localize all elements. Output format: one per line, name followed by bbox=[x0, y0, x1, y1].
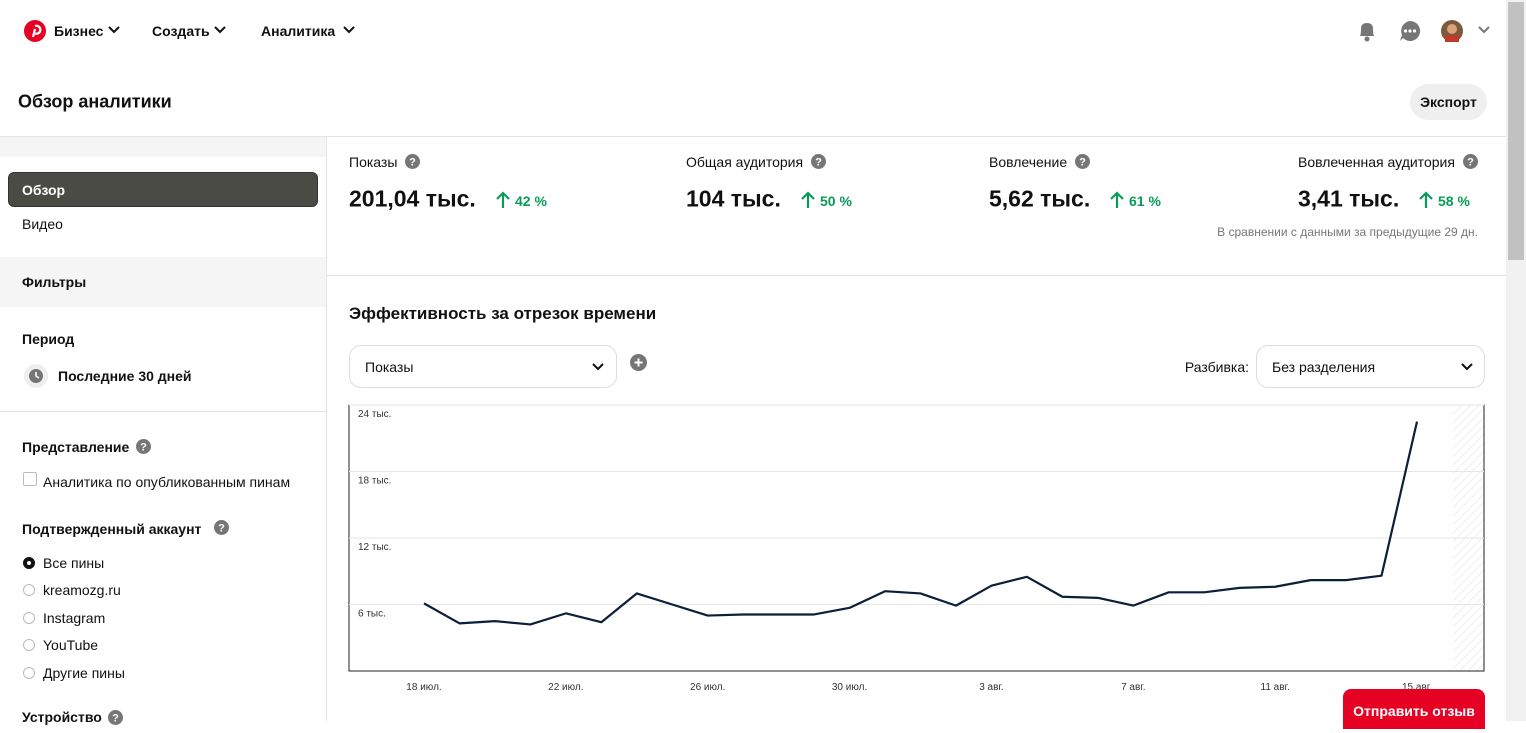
radio-label[interactable]: Все пины bbox=[43, 555, 105, 571]
nav-item[interactable]: Аналитика bbox=[261, 23, 336, 39]
divider bbox=[0, 411, 326, 412]
radio[interactable] bbox=[23, 667, 35, 679]
period-value[interactable]: Последние 30 дней bbox=[58, 368, 192, 384]
divider bbox=[0, 136, 1506, 137]
svg-text:?: ? bbox=[815, 157, 822, 169]
chevron bbox=[592, 363, 604, 371]
up-arrow bbox=[1110, 191, 1124, 208]
metric-label: Общая аудитория bbox=[686, 154, 804, 170]
chevron bbox=[214, 26, 226, 34]
chevron bbox=[343, 26, 355, 34]
clock-icon bbox=[24, 364, 48, 388]
metric-value: 104 тыс. bbox=[686, 185, 781, 212]
metric-change: 50 % bbox=[820, 193, 852, 209]
x-tick-label: 18 июл. bbox=[406, 682, 441, 693]
comparison-note: В сравнении с данными за предыдущие 29 д… bbox=[1217, 225, 1478, 239]
radio-label[interactable]: kreamozg.ru bbox=[43, 582, 121, 598]
checkbox-label[interactable]: Аналитика по опубликованным пинам bbox=[43, 474, 291, 490]
x-tick-label: 22 июл. bbox=[548, 682, 583, 693]
chevron bbox=[1461, 363, 1473, 371]
y-tick-label: 6 тыс. bbox=[358, 609, 386, 620]
x-tick-label: 3 авг. bbox=[979, 682, 1003, 693]
help-icon[interactable]: ? bbox=[214, 520, 229, 535]
y-tick-label: 12 тыс. bbox=[358, 542, 391, 553]
sidebar-border bbox=[326, 137, 327, 721]
checkbox[interactable] bbox=[23, 472, 37, 486]
radio[interactable] bbox=[23, 557, 35, 569]
period-heading: Период bbox=[22, 331, 75, 347]
x-tick-label: 15 авг. bbox=[1402, 682, 1432, 693]
radio-label[interactable]: YouTube bbox=[43, 637, 99, 653]
page-title: Обзор аналитики bbox=[18, 91, 172, 112]
x-tick-label: 30 июл. bbox=[832, 682, 867, 693]
breakdown-select[interactable]: Без разделения bbox=[1256, 345, 1485, 388]
feedback-button[interactable]: Отправить отзыв bbox=[1343, 689, 1485, 729]
metric-select[interactable]: Показы bbox=[349, 345, 617, 388]
scrollbar-thumb[interactable] bbox=[1508, 2, 1524, 260]
chart: 6 тыс. 12 тыс. 18 тыс. 24 тыс. 18 июл. 22 июл… bbox=[348, 404, 1485, 693]
help-icon[interactable]: ? bbox=[1463, 154, 1478, 169]
radio[interactable] bbox=[23, 639, 35, 651]
up-arrow bbox=[496, 191, 510, 208]
section-title: Эффективность за отрезок времени bbox=[349, 304, 657, 323]
svg-text:?: ? bbox=[140, 442, 147, 454]
select-value: Показы bbox=[365, 359, 414, 375]
metric-label: Показы bbox=[349, 154, 398, 170]
svg-text:?: ? bbox=[1079, 157, 1086, 169]
tab-active[interactable]: Обзор bbox=[8, 172, 318, 207]
metric-value: 201,04 тыс. bbox=[349, 185, 476, 212]
radio[interactable] bbox=[23, 584, 35, 596]
tab[interactable]: Видео bbox=[22, 216, 63, 232]
metric-change: 61 % bbox=[1129, 193, 1161, 209]
metric-value: 5,62 тыс. bbox=[989, 185, 1091, 212]
scrollbar[interactable] bbox=[1506, 0, 1526, 721]
up-arrow bbox=[1419, 191, 1433, 208]
nav-brand[interactable]: Бизнес bbox=[54, 23, 104, 39]
radio[interactable] bbox=[23, 612, 35, 624]
y-tick-label: 18 тыс. bbox=[358, 476, 391, 487]
pinterest-logo[interactable] bbox=[24, 20, 46, 42]
export-button[interactable]: Экспорт bbox=[1410, 84, 1487, 120]
svg-text:?: ? bbox=[218, 523, 225, 535]
metric-change: 58 % bbox=[1438, 193, 1470, 209]
help-icon[interactable]: ? bbox=[108, 710, 123, 725]
radio-label[interactable]: Другие пины bbox=[43, 665, 125, 681]
account-heading: Подтвержденный аккаунт bbox=[22, 521, 202, 537]
help-icon[interactable]: ? bbox=[136, 439, 151, 454]
divider bbox=[327, 275, 1506, 276]
nav-item[interactable]: Создать bbox=[152, 23, 210, 39]
y-tick-label: 24 тыс. bbox=[358, 409, 391, 420]
notifications-icon[interactable] bbox=[1356, 19, 1378, 43]
svg-text:?: ? bbox=[409, 157, 416, 169]
line-series bbox=[423, 421, 1419, 626]
view-heading: Представление bbox=[22, 439, 130, 455]
metric-label: Вовлечение bbox=[989, 154, 1068, 170]
filters-heading: Фильтры bbox=[22, 274, 87, 290]
metric-label: Вовлеченная аудитория bbox=[1298, 154, 1455, 170]
x-tick-label: 11 авг. bbox=[1261, 682, 1290, 693]
chevron[interactable] bbox=[1478, 25, 1490, 35]
help-icon[interactable]: ? bbox=[1075, 154, 1090, 169]
metric-value: 3,41 тыс. bbox=[1298, 185, 1400, 212]
svg-text:?: ? bbox=[1467, 157, 1474, 169]
x-tick-label: 7 авг. bbox=[1121, 682, 1145, 693]
select-value: Без разделения bbox=[1272, 359, 1376, 375]
sidebar-band bbox=[0, 137, 326, 157]
add-metric-icon[interactable] bbox=[630, 354, 647, 371]
help-icon[interactable]: ? bbox=[405, 154, 420, 169]
up-arrow bbox=[801, 191, 815, 208]
avatar[interactable] bbox=[1441, 20, 1463, 42]
chevron bbox=[108, 26, 120, 34]
svg-text:?: ? bbox=[112, 713, 119, 725]
breakdown-label: Разбивка: bbox=[1184, 359, 1249, 375]
device-heading: Устройство bbox=[22, 709, 102, 725]
radio-label[interactable]: Instagram bbox=[43, 610, 106, 626]
metric-change: 42 % bbox=[515, 193, 547, 209]
messages-icon[interactable] bbox=[1399, 20, 1421, 42]
help-icon[interactable]: ? bbox=[811, 154, 826, 169]
sidebar-band bbox=[0, 257, 326, 307]
x-tick-label: 26 июл. bbox=[690, 682, 725, 693]
